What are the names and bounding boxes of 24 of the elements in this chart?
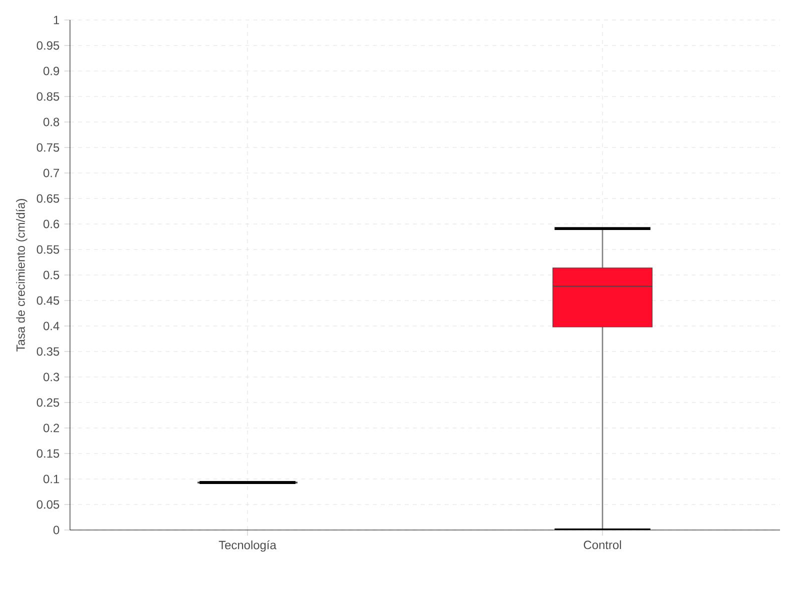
y-tick-label: 0.9 bbox=[43, 66, 60, 76]
y-tick-label: 0.8 bbox=[43, 118, 60, 126]
y-tick-label: 0.85 bbox=[36, 92, 60, 101]
x-tick-label: Tecnología bbox=[218, 540, 276, 552]
y-tick-label: 0.45 bbox=[36, 296, 60, 305]
y-tick-label: 0.95 bbox=[36, 41, 60, 50]
y-tick-label: 0.3 bbox=[43, 372, 60, 382]
y-tick-label: 0.25 bbox=[36, 398, 60, 407]
y-tick-label: 0.75 bbox=[36, 143, 60, 152]
y-tick-label: 1 bbox=[54, 16, 60, 24]
y-tick-label: 0.1 bbox=[43, 474, 60, 484]
y-tick-label: 0.6 bbox=[43, 220, 60, 228]
y-tick-label: 0.15 bbox=[36, 449, 60, 458]
y-tick-label: 0.55 bbox=[36, 245, 60, 254]
y-tick-label: 0.2 bbox=[43, 424, 60, 432]
y-tick-label: 0.7 bbox=[43, 168, 60, 178]
y-axis-title: Tasa de crecimiento (cm/día) bbox=[16, 199, 28, 352]
y-tick-label: 0.65 bbox=[36, 194, 60, 203]
y-tick-label: 0 bbox=[53, 526, 60, 534]
y-tick-label: 0.35 bbox=[36, 347, 60, 356]
y-tick-label: 0.5 bbox=[43, 270, 60, 280]
x-tick-label: Control bbox=[584, 540, 621, 550]
y-tick-label: 0.4 bbox=[43, 322, 60, 330]
y-tick-label: 0.05 bbox=[36, 500, 60, 509]
